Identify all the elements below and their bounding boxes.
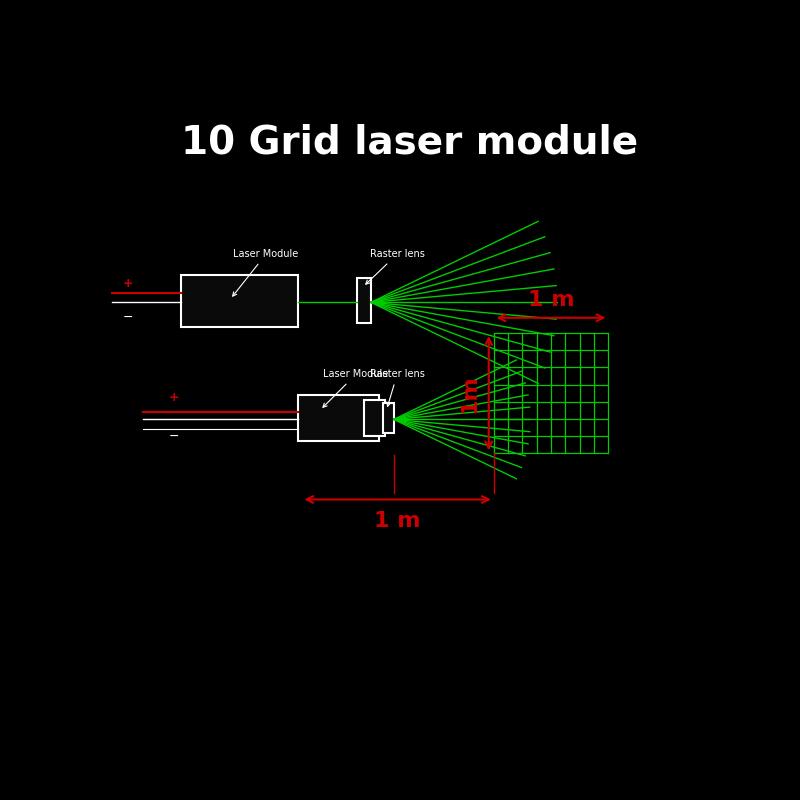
- Text: 1 m: 1 m: [374, 510, 421, 530]
- Bar: [181, 274, 298, 327]
- Text: −: −: [169, 430, 180, 442]
- Text: 1m: 1m: [459, 374, 479, 413]
- Text: Laser Module: Laser Module: [323, 370, 389, 407]
- Text: Raster lens: Raster lens: [366, 250, 425, 284]
- Bar: [298, 394, 379, 441]
- Text: +: +: [169, 391, 180, 404]
- Bar: [363, 400, 386, 436]
- Text: +: +: [122, 278, 134, 290]
- Text: 1 m: 1 m: [528, 290, 574, 310]
- Text: 10 Grid laser module: 10 Grid laser module: [182, 123, 638, 161]
- Bar: [382, 403, 394, 433]
- Bar: [358, 278, 371, 322]
- Text: Raster lens: Raster lens: [370, 370, 425, 406]
- Text: −: −: [122, 311, 133, 324]
- Text: Laser Module: Laser Module: [233, 250, 298, 296]
